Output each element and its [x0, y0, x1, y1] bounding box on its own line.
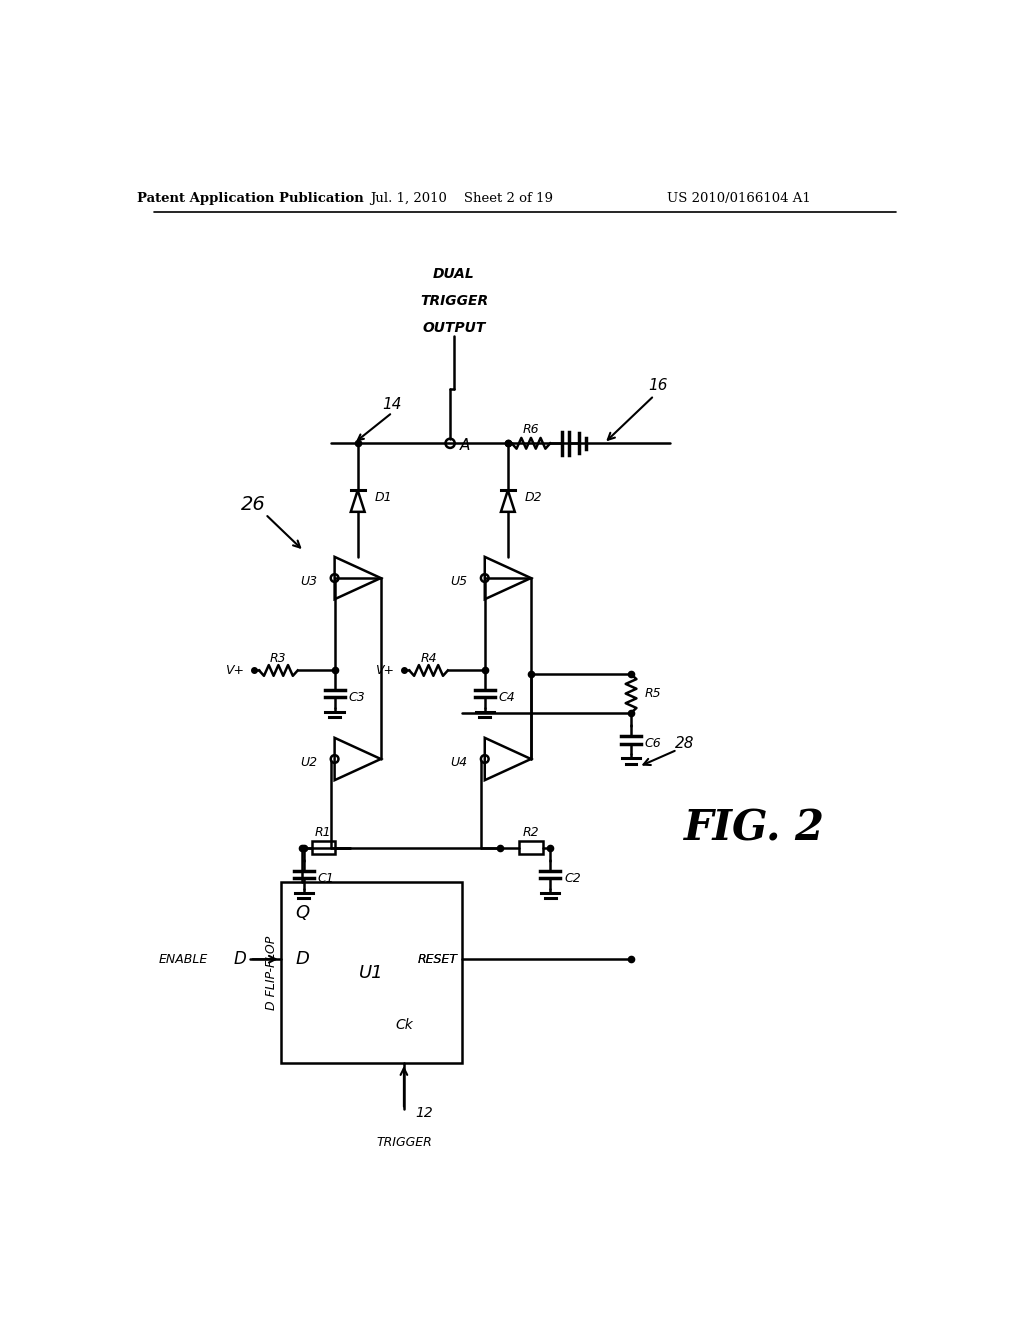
- Text: U2: U2: [301, 756, 317, 770]
- Text: FIG. 2: FIG. 2: [684, 808, 824, 849]
- Text: OUTPUT: OUTPUT: [422, 321, 485, 335]
- Text: U1: U1: [358, 964, 384, 982]
- Text: Jul. 1, 2010    Sheet 2 of 19: Jul. 1, 2010 Sheet 2 of 19: [370, 191, 553, 205]
- Text: TRIGGER: TRIGGER: [376, 1137, 432, 1150]
- Text: US 2010/0166104 A1: US 2010/0166104 A1: [667, 191, 811, 205]
- Text: V+: V+: [375, 664, 394, 677]
- Text: R2: R2: [522, 825, 540, 838]
- Text: C3: C3: [348, 690, 366, 704]
- Text: 16: 16: [648, 378, 668, 393]
- Text: 12: 12: [416, 1106, 433, 1121]
- Text: Patent Application Publication: Patent Application Publication: [136, 191, 364, 205]
- Text: D: D: [295, 950, 309, 968]
- Text: U3: U3: [301, 576, 317, 589]
- Text: DUAL: DUAL: [433, 267, 475, 281]
- Text: D2: D2: [524, 491, 543, 504]
- Text: R1: R1: [314, 825, 332, 838]
- Text: RESET: RESET: [418, 953, 458, 966]
- Bar: [281, 882, 462, 1063]
- Text: 14: 14: [383, 397, 402, 412]
- Text: D FLIP-FLOP: D FLIP-FLOP: [265, 936, 278, 1010]
- Text: R5: R5: [645, 686, 662, 700]
- Text: U5: U5: [451, 576, 468, 589]
- Text: D: D: [233, 950, 246, 968]
- Text: Ck: Ck: [395, 1018, 413, 1032]
- Text: D1: D1: [375, 491, 392, 504]
- Bar: [519, 841, 543, 854]
- Text: C1: C1: [317, 871, 335, 884]
- Text: R3: R3: [270, 652, 287, 665]
- Text: RESET: RESET: [418, 953, 458, 966]
- Text: Q: Q: [295, 904, 309, 921]
- Text: TRIGGER: TRIGGER: [420, 294, 488, 308]
- Text: R6: R6: [522, 422, 540, 436]
- Text: C6: C6: [645, 737, 662, 750]
- Text: C4: C4: [499, 690, 515, 704]
- Bar: [311, 841, 335, 854]
- Text: V+: V+: [224, 664, 244, 677]
- Text: ENABLE: ENABLE: [159, 953, 208, 966]
- Text: C2: C2: [564, 871, 581, 884]
- Text: R4: R4: [420, 652, 437, 665]
- Text: 28: 28: [675, 737, 694, 751]
- Text: 26: 26: [242, 495, 266, 515]
- Text: A: A: [460, 438, 470, 453]
- Text: U4: U4: [451, 756, 468, 770]
